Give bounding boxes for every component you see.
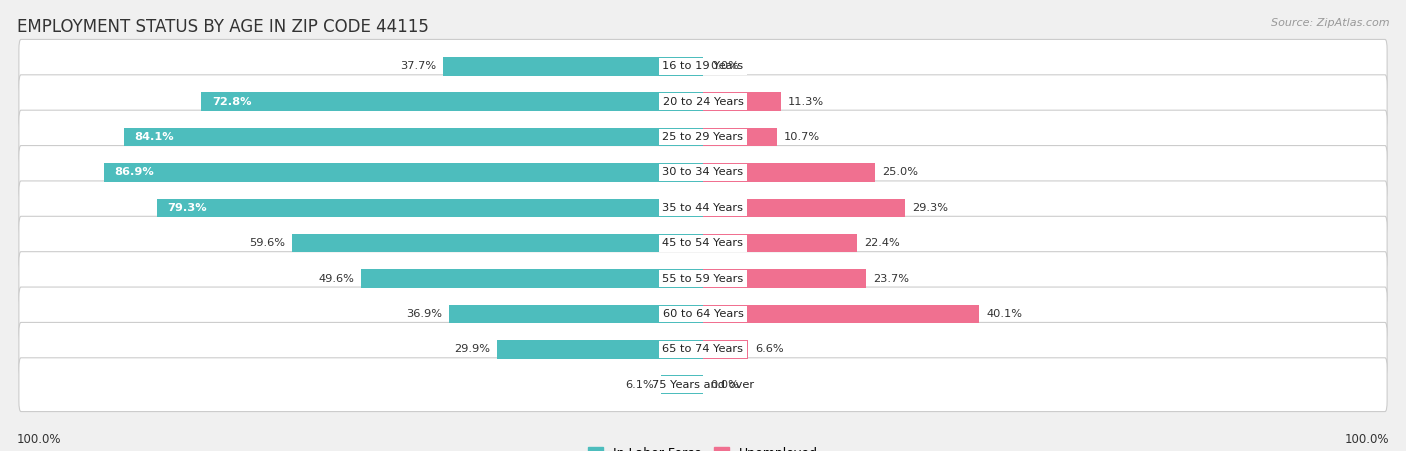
Bar	[703, 269, 866, 288]
FancyBboxPatch shape	[18, 358, 1388, 412]
FancyBboxPatch shape	[18, 252, 1388, 305]
Bar	[661, 376, 703, 394]
Text: 20 to 24 Years: 20 to 24 Years	[662, 97, 744, 107]
Text: 59.6%: 59.6%	[249, 238, 285, 248]
Bar	[703, 340, 748, 359]
Text: 0.0%: 0.0%	[710, 380, 738, 390]
Text: 79.3%: 79.3%	[167, 203, 207, 213]
Text: 84.1%: 84.1%	[134, 132, 173, 142]
Text: 72.8%: 72.8%	[212, 97, 252, 107]
Text: 86.9%: 86.9%	[115, 167, 155, 177]
Bar	[104, 163, 703, 182]
Text: 0.0%: 0.0%	[710, 61, 738, 71]
Bar	[124, 128, 703, 146]
Text: 6.6%: 6.6%	[755, 344, 785, 354]
Bar	[703, 234, 858, 253]
Bar	[703, 92, 780, 111]
FancyBboxPatch shape	[18, 287, 1388, 341]
Text: 23.7%: 23.7%	[873, 274, 910, 284]
Text: 35 to 44 Years: 35 to 44 Years	[662, 203, 744, 213]
Text: 16 to 19 Years: 16 to 19 Years	[662, 61, 744, 71]
FancyBboxPatch shape	[18, 39, 1388, 93]
FancyBboxPatch shape	[18, 322, 1388, 376]
Text: 75 Years and over: 75 Years and over	[652, 380, 754, 390]
Text: 40.1%: 40.1%	[986, 309, 1022, 319]
Text: EMPLOYMENT STATUS BY AGE IN ZIP CODE 44115: EMPLOYMENT STATUS BY AGE IN ZIP CODE 441…	[17, 18, 429, 36]
Bar	[201, 92, 703, 111]
Text: 49.6%: 49.6%	[319, 274, 354, 284]
FancyBboxPatch shape	[18, 216, 1388, 270]
Text: 22.4%: 22.4%	[865, 238, 900, 248]
Text: 100.0%: 100.0%	[17, 433, 62, 446]
Text: 100.0%: 100.0%	[1344, 433, 1389, 446]
Text: 30 to 34 Years: 30 to 34 Years	[662, 167, 744, 177]
FancyBboxPatch shape	[18, 75, 1388, 129]
Text: 55 to 59 Years: 55 to 59 Years	[662, 274, 744, 284]
FancyBboxPatch shape	[18, 181, 1388, 235]
Legend: In Labor Force, Unemployed: In Labor Force, Unemployed	[583, 442, 823, 451]
Bar	[449, 305, 703, 323]
Text: 11.3%: 11.3%	[787, 97, 824, 107]
Bar	[443, 57, 703, 75]
Text: 45 to 54 Years: 45 to 54 Years	[662, 238, 744, 248]
FancyBboxPatch shape	[18, 110, 1388, 164]
Bar	[496, 340, 703, 359]
Bar	[703, 128, 776, 146]
Text: 65 to 74 Years: 65 to 74 Years	[662, 344, 744, 354]
Text: 36.9%: 36.9%	[406, 309, 441, 319]
Bar	[703, 198, 905, 217]
Bar	[361, 269, 703, 288]
Text: 29.3%: 29.3%	[911, 203, 948, 213]
Text: Source: ZipAtlas.com: Source: ZipAtlas.com	[1271, 18, 1389, 28]
Text: 6.1%: 6.1%	[626, 380, 654, 390]
FancyBboxPatch shape	[18, 146, 1388, 199]
Text: 29.9%: 29.9%	[454, 344, 491, 354]
Text: 60 to 64 Years: 60 to 64 Years	[662, 309, 744, 319]
Bar	[292, 234, 703, 253]
Text: 25 to 29 Years: 25 to 29 Years	[662, 132, 744, 142]
Text: 25.0%: 25.0%	[882, 167, 918, 177]
Bar	[156, 198, 703, 217]
Text: 37.7%: 37.7%	[401, 61, 436, 71]
Text: 10.7%: 10.7%	[783, 132, 820, 142]
Bar	[703, 305, 979, 323]
Bar	[703, 163, 875, 182]
